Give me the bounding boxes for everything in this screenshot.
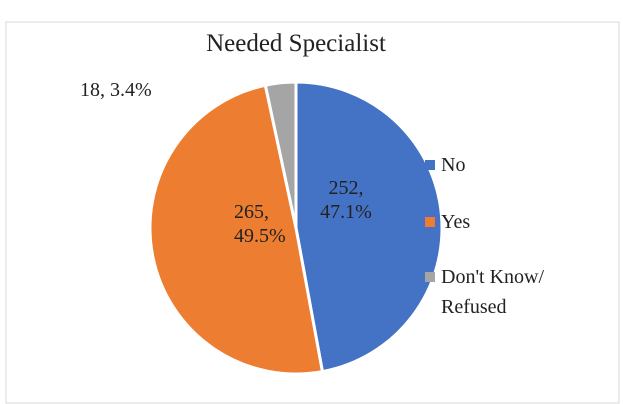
data-label: 18, 3.4% <box>80 79 152 101</box>
legend-label: Yes <box>441 211 471 233</box>
legend-swatch <box>425 160 435 170</box>
data-label: 265, 49.5% <box>234 201 286 247</box>
chart-title: Needed Specialist <box>206 30 386 57</box>
pie-slice <box>294 80 444 374</box>
pie-slice <box>148 83 325 376</box>
legend-label: No <box>441 154 466 176</box>
legend-swatch <box>425 272 435 282</box>
data-label: 252, 47.1% <box>320 177 372 223</box>
legend-swatch <box>425 217 435 227</box>
pie-slice <box>263 80 298 229</box>
legend-label: Don't Know/ Refused <box>441 266 545 318</box>
